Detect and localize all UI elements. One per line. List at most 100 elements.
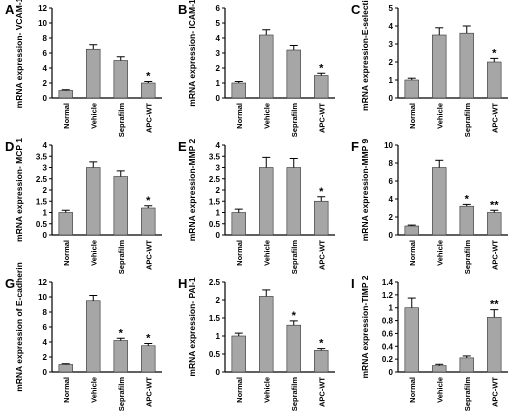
- x-category-label: Seprafilm: [463, 377, 472, 412]
- y-tick-label: 6: [43, 49, 48, 58]
- y-tick-label: 8: [43, 308, 48, 317]
- x-category-label: Vehicle: [262, 377, 271, 403]
- x-category-label: APC-WT: [490, 103, 499, 133]
- x-category-label: Normal: [235, 103, 244, 129]
- y-axis-label: mRNA expression- VCAM-1: [14, 0, 24, 108]
- bar-seprafilm: [286, 167, 301, 236]
- y-tick-label: 3: [216, 49, 221, 58]
- bar-seprafilm: [286, 49, 301, 99]
- x-category-label: Normal: [62, 377, 71, 403]
- y-tick-label: 0.5: [209, 350, 221, 359]
- bar-vehicle: [259, 167, 274, 236]
- bar-vehicle: [86, 167, 101, 236]
- y-tick-label: 1: [389, 76, 394, 85]
- x-category-label: Seprafilm: [117, 377, 126, 412]
- x-category-label: Normal: [235, 377, 244, 403]
- significance-mark: *: [119, 327, 124, 339]
- panel-letter: D: [5, 139, 14, 154]
- bar-apc-wt: [487, 317, 502, 373]
- y-tick-label: 0: [389, 231, 394, 240]
- bar-seprafilm: [459, 205, 474, 236]
- x-category-label: Normal: [235, 240, 244, 266]
- y-axis-label: mRNA expression- MCP 1: [14, 138, 24, 242]
- y-tick-label: 5: [216, 19, 221, 28]
- x-category-label: Seprafilm: [463, 103, 472, 138]
- x-category-label: APC-WT: [144, 377, 153, 407]
- y-tick-label: 2: [389, 213, 394, 222]
- y-axis-label: mRNA expression-MMP 2: [187, 138, 197, 241]
- panel-letter: H: [178, 276, 187, 291]
- y-tick-label: 0.4: [382, 342, 394, 351]
- y-tick-label: 1: [216, 79, 221, 88]
- bar-normal: [404, 307, 419, 373]
- significance-mark: *: [492, 47, 497, 59]
- bar-normal: [404, 225, 419, 236]
- y-axis-label: mRNA expression-MMP 9: [360, 138, 370, 241]
- y-tick-label: 0.8: [382, 317, 394, 326]
- y-axis-label: mRNA expression-TIMP 2: [360, 275, 370, 378]
- y-tick-label: 10: [38, 293, 47, 302]
- y-tick-label: 0.2: [382, 355, 394, 364]
- y-tick-label: 10: [38, 19, 47, 28]
- y-tick-label: 4: [389, 22, 394, 31]
- significance-mark: *: [465, 193, 470, 205]
- bar-vehicle: [86, 48, 101, 99]
- bar-seprafilm: [459, 32, 474, 99]
- bar-normal: [231, 212, 246, 236]
- y-tick-label: 1.5: [209, 197, 221, 206]
- y-tick-label: 0: [216, 94, 221, 103]
- x-category-label: APC-WT: [317, 103, 326, 133]
- y-tick-label: 2: [43, 186, 48, 195]
- y-tick-label: 1.4: [382, 278, 394, 287]
- bar-vehicle: [432, 34, 447, 99]
- bar-seprafilm: [113, 176, 128, 236]
- y-tick-label: 4: [216, 34, 221, 43]
- y-tick-label: 0: [216, 231, 221, 240]
- x-category-label: Normal: [408, 103, 417, 129]
- y-axis-label: mRNA expression- PAI-1: [187, 277, 197, 376]
- y-axis-label: mRNA expression of E-cadherin: [14, 262, 24, 392]
- y-tick-label: 6: [216, 4, 221, 13]
- y-tick-label: 8: [389, 159, 394, 168]
- x-category-label: Vehicle: [262, 103, 271, 129]
- y-tick-label: 1: [389, 304, 394, 313]
- bar-apc-wt: [141, 82, 156, 99]
- x-category-label: Vehicle: [89, 103, 98, 129]
- x-category-label: Seprafilm: [117, 103, 126, 138]
- y-tick-label: 8: [43, 34, 48, 43]
- panel-letter: E: [178, 139, 187, 154]
- y-axis-label: mRNA expression- ICAM-1: [187, 0, 197, 107]
- y-tick-label: 5: [389, 4, 394, 13]
- bar-normal: [58, 90, 73, 99]
- x-category-label: APC-WT: [144, 240, 153, 270]
- significance-mark: *: [319, 186, 324, 198]
- bar-apc-wt: [141, 207, 156, 236]
- panel-letter: B: [178, 2, 187, 17]
- x-category-label: APC-WT: [317, 377, 326, 407]
- y-tick-label: 0: [389, 368, 394, 377]
- y-tick-label: 2: [216, 186, 221, 195]
- y-tick-label: 3: [389, 40, 394, 49]
- y-tick-label: 2: [43, 353, 48, 362]
- x-category-label: Vehicle: [89, 240, 98, 266]
- bar-apc-wt: [314, 350, 329, 373]
- x-category-label: Seprafilm: [290, 103, 299, 138]
- y-tick-label: 1: [216, 332, 221, 341]
- y-tick-label: 3: [43, 164, 48, 173]
- y-tick-label: 0: [389, 94, 394, 103]
- x-category-label: Seprafilm: [290, 377, 299, 412]
- panel-letter: F: [351, 139, 359, 154]
- bar-apc-wt: [141, 345, 156, 373]
- y-tick-label: 0: [216, 368, 221, 377]
- y-tick-label: 2.5: [36, 175, 48, 184]
- x-category-label: Normal: [408, 240, 417, 266]
- y-tick-label: 0.5: [209, 220, 221, 229]
- bar-seprafilm: [113, 60, 128, 99]
